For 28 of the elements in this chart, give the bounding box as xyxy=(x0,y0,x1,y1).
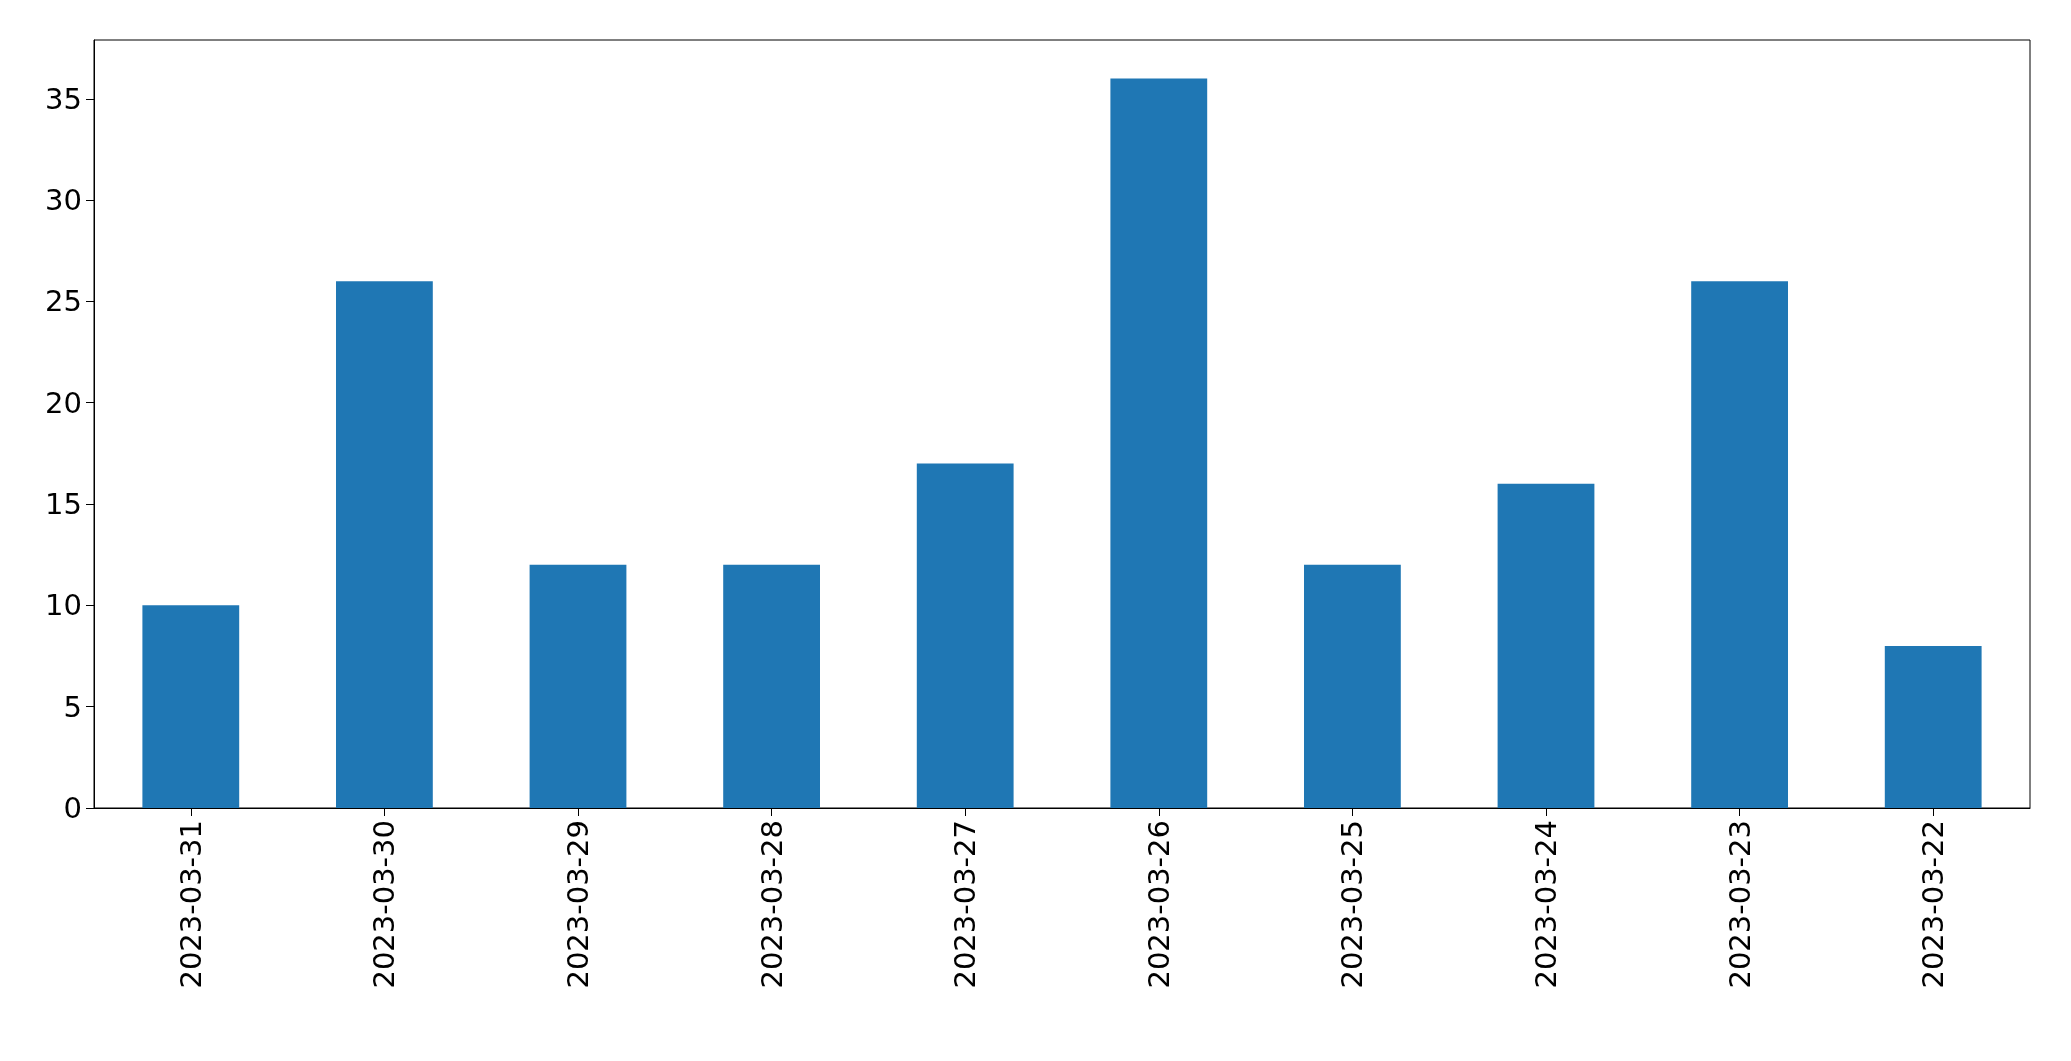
bar xyxy=(723,564,820,808)
y-tick-label: 15 xyxy=(45,487,82,522)
bar xyxy=(1110,78,1208,808)
y-tick-label: 35 xyxy=(45,81,82,116)
y-tick-label: 0 xyxy=(63,791,82,825)
y-tick-label: 30 xyxy=(45,183,82,218)
bar xyxy=(1497,483,1595,808)
y-tick-label: 20 xyxy=(45,385,82,420)
x-tick-label: 2023-03-30 xyxy=(367,820,402,989)
x-tick-label: 2023-03-27 xyxy=(948,820,983,989)
bar xyxy=(1691,281,1788,808)
x-tick-label: 2023-03-24 xyxy=(1529,820,1563,989)
y-tick-label: 5 xyxy=(63,689,82,724)
bar xyxy=(916,463,1014,808)
y-tick-label: 10 xyxy=(45,588,82,623)
bar xyxy=(336,281,433,808)
x-tick-label: 2023-03-29 xyxy=(561,820,595,989)
x-tick-label: 2023-03-31 xyxy=(173,820,208,989)
x-tick-label: 2023-03-23 xyxy=(1722,820,1757,989)
x-tick-label: 2023-03-25 xyxy=(1335,820,1370,989)
bar xyxy=(1304,564,1401,808)
bar xyxy=(142,605,240,808)
bar xyxy=(529,564,627,808)
x-tick-label: 2023-03-28 xyxy=(754,820,789,989)
x-tick-label: 2023-03-26 xyxy=(1141,820,1176,989)
x-tick-label: 2023-03-22 xyxy=(1916,820,1951,989)
y-tick-label: 25 xyxy=(45,284,82,319)
bar xyxy=(1884,645,1982,808)
